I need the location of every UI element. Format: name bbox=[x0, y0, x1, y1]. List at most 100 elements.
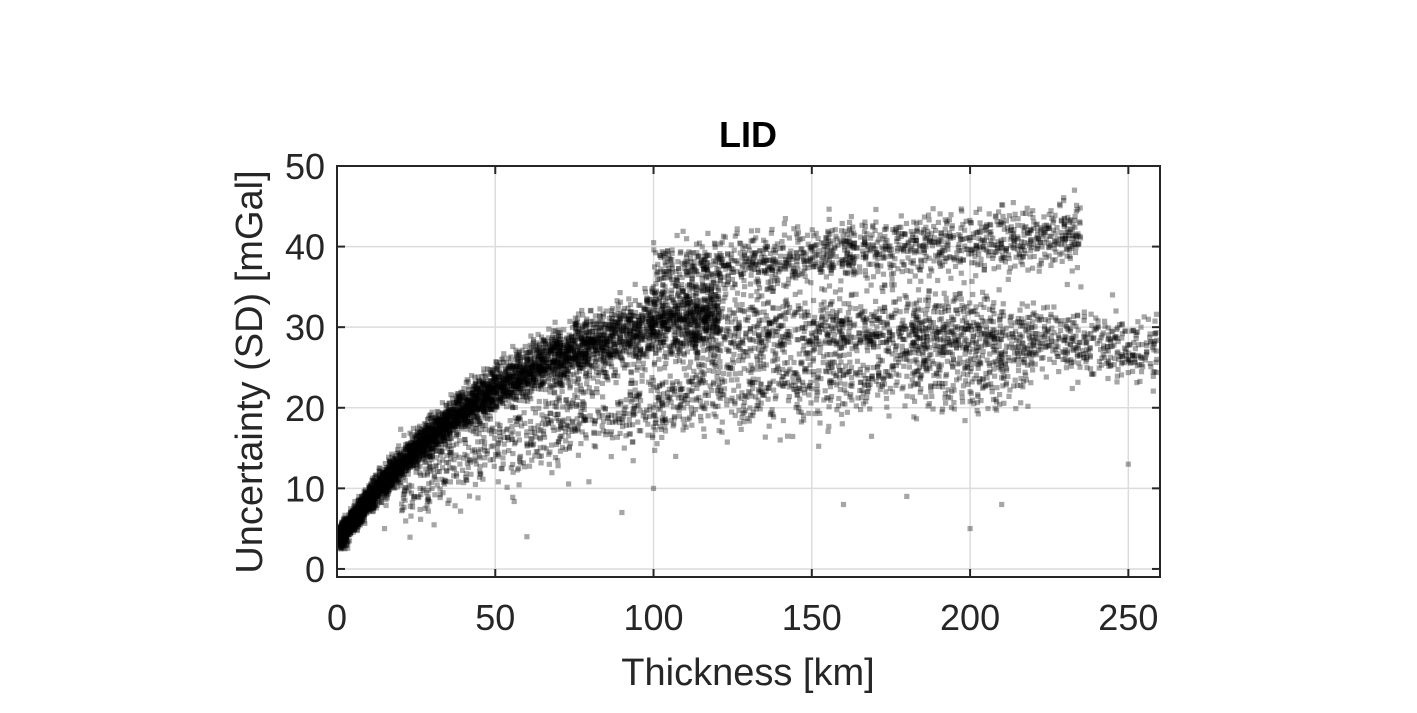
data-point bbox=[999, 202, 1004, 207]
data-point bbox=[586, 479, 591, 484]
data-point bbox=[996, 264, 1001, 269]
data-point bbox=[457, 462, 462, 467]
data-point bbox=[738, 371, 743, 376]
data-point bbox=[729, 377, 734, 382]
data-point bbox=[948, 276, 953, 281]
data-point bbox=[633, 282, 638, 287]
data-point bbox=[1113, 308, 1118, 313]
data-point bbox=[734, 377, 739, 382]
data-point bbox=[836, 403, 841, 408]
data-point bbox=[1018, 259, 1023, 264]
data-point bbox=[773, 250, 778, 255]
data-point bbox=[596, 431, 601, 436]
data-point bbox=[561, 327, 566, 332]
data-point bbox=[732, 297, 737, 302]
data-point bbox=[975, 408, 980, 413]
data-point bbox=[1056, 369, 1061, 374]
data-point bbox=[854, 292, 859, 297]
data-point bbox=[508, 418, 513, 423]
data-point bbox=[855, 359, 860, 364]
data-point bbox=[782, 221, 787, 226]
data-point bbox=[978, 257, 983, 262]
data-point bbox=[566, 433, 571, 438]
data-point bbox=[889, 282, 894, 287]
data-point bbox=[1052, 360, 1057, 365]
data-point bbox=[614, 380, 619, 385]
data-point bbox=[890, 277, 895, 282]
data-point bbox=[560, 445, 565, 450]
data-point bbox=[864, 367, 869, 372]
data-point bbox=[1065, 282, 1070, 287]
data-point bbox=[724, 397, 729, 402]
data-point bbox=[845, 410, 850, 415]
data-point bbox=[969, 279, 974, 284]
data-point bbox=[702, 250, 707, 255]
data-point bbox=[748, 293, 753, 298]
data-point bbox=[453, 503, 458, 508]
data-point bbox=[899, 213, 904, 218]
data-point bbox=[778, 246, 783, 251]
data-point bbox=[529, 436, 534, 441]
data-point bbox=[725, 440, 730, 445]
data-point bbox=[978, 220, 983, 225]
data-point bbox=[553, 320, 558, 325]
data-point bbox=[842, 382, 847, 387]
data-point bbox=[1135, 319, 1140, 324]
data-point bbox=[806, 411, 811, 416]
data-point bbox=[618, 431, 623, 436]
data-point bbox=[671, 423, 676, 428]
data-point bbox=[698, 418, 703, 423]
data-point bbox=[717, 359, 722, 364]
data-point bbox=[749, 228, 754, 233]
data-point bbox=[668, 374, 673, 379]
data-point bbox=[1025, 206, 1030, 211]
data-point bbox=[1070, 268, 1075, 273]
data-point bbox=[892, 256, 897, 261]
data-point bbox=[678, 251, 683, 256]
data-point bbox=[735, 291, 740, 296]
data-point bbox=[846, 310, 851, 315]
data-point bbox=[1018, 400, 1023, 405]
data-point bbox=[812, 315, 817, 320]
data-point bbox=[720, 420, 725, 425]
data-point bbox=[640, 373, 645, 378]
data-point bbox=[959, 297, 964, 302]
data-point bbox=[418, 517, 423, 522]
data-point bbox=[1152, 319, 1157, 324]
data-point bbox=[560, 389, 565, 394]
data-point bbox=[897, 296, 902, 301]
data-point bbox=[437, 460, 442, 465]
data-point bbox=[876, 354, 881, 359]
data-point bbox=[1018, 376, 1023, 381]
data-point bbox=[1030, 367, 1035, 372]
data-point bbox=[785, 434, 790, 439]
data-point bbox=[793, 292, 798, 297]
data-point bbox=[901, 384, 906, 389]
data-point bbox=[781, 283, 786, 288]
data-point bbox=[437, 469, 442, 474]
data-point bbox=[931, 206, 936, 211]
data-point bbox=[771, 388, 776, 393]
data-point bbox=[849, 293, 854, 298]
data-point bbox=[1064, 365, 1069, 370]
data-point bbox=[740, 308, 745, 313]
data-point bbox=[687, 365, 692, 370]
data-point bbox=[475, 439, 480, 444]
data-point bbox=[516, 431, 521, 436]
data-point bbox=[733, 234, 738, 239]
data-point bbox=[591, 431, 596, 436]
data-point bbox=[714, 374, 719, 379]
data-point bbox=[631, 458, 636, 463]
data-point bbox=[549, 470, 554, 475]
data-point bbox=[1154, 312, 1159, 317]
data-point bbox=[782, 233, 787, 238]
data-point bbox=[1126, 370, 1131, 375]
data-point bbox=[567, 446, 572, 451]
data-point bbox=[452, 466, 457, 471]
data-point bbox=[624, 423, 629, 428]
data-point bbox=[951, 400, 956, 405]
data-point bbox=[880, 255, 885, 260]
data-point bbox=[904, 221, 909, 226]
data-point bbox=[1020, 223, 1025, 228]
data-point bbox=[926, 295, 931, 300]
